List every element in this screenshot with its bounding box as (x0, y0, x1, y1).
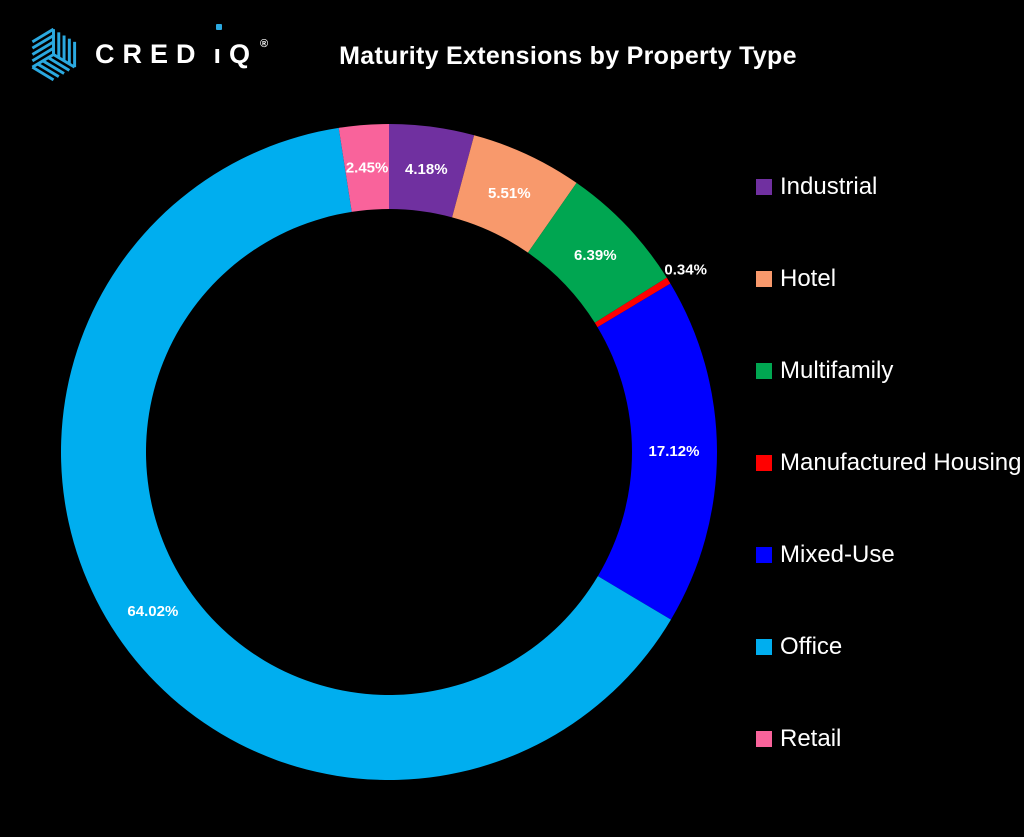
legend-swatch-manufactured-housing (756, 455, 772, 471)
logo-i-dot-icon (215, 24, 222, 30)
legend-item-mixed-use: Mixed-Use (756, 509, 1021, 601)
slice-label-office: 64.02% (127, 603, 178, 620)
logo-text-q: Q (229, 39, 259, 69)
chart-title: Maturity Extensions by Property Type (339, 42, 797, 70)
legend-item-industrial: Industrial (756, 141, 1021, 233)
legend-item-multifamily: Multifamily (756, 325, 1021, 417)
crediq-logo: CRED ı Q ® (26, 24, 269, 83)
slice-label-mixed-use: 17.12% (649, 443, 700, 460)
legend-label: Industrial (780, 173, 878, 200)
legend-item-office: Office (756, 601, 1021, 693)
slice-label-retail: 2.45% (346, 159, 389, 176)
legend-item-retail: Retail (756, 693, 1021, 785)
slice-label-multifamily: 6.39% (574, 247, 617, 264)
slice-hotel (452, 135, 577, 253)
legend-label: Office (780, 633, 843, 660)
slice-retail (338, 124, 389, 212)
slice-label-industrial: 4.18% (405, 161, 448, 178)
legend-label: Mixed-Use (780, 541, 895, 568)
registered-mark: ® (260, 38, 269, 50)
chart-legend: Industrial Hotel Multifamily Manufactured H… (756, 141, 1021, 785)
logo-text-cred: CRED (95, 39, 204, 69)
legend-label: Manufactured Housing (780, 449, 1022, 476)
legend-label: Hotel (780, 265, 837, 292)
slice-mixed-use (597, 283, 717, 620)
legend-swatch-retail (756, 731, 772, 747)
legend-label: Multifamily (780, 357, 894, 384)
slice-industrial (389, 124, 475, 218)
slice-manufactured-housing (594, 277, 671, 328)
legend-item-manufactured-housing: Manufactured Housing (756, 417, 1021, 509)
legend-item-hotel: Hotel (756, 233, 1021, 325)
slice-label-hotel: 5.51% (488, 185, 531, 202)
logo-letter-i: ı (214, 24, 230, 68)
crediq-logo-text: CRED ı Q ® (95, 24, 269, 69)
slice-multifamily (527, 182, 667, 323)
crediq-hexagon-icon (31, 27, 77, 82)
legend-swatch-mixed-use (756, 547, 772, 563)
legend-swatch-multifamily (756, 363, 772, 379)
slice-label-manufactured-housing: 0.34% (664, 262, 707, 279)
legend-swatch-industrial (756, 179, 772, 195)
legend-swatch-office (756, 639, 772, 655)
legend-label: Retail (780, 725, 842, 752)
legend-swatch-hotel (756, 271, 772, 287)
